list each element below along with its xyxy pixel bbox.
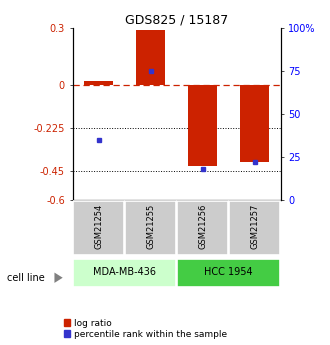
Bar: [73, 259, 176, 286]
Bar: [240, 85, 269, 162]
Text: GSM21254: GSM21254: [94, 204, 103, 249]
Text: GSM21256: GSM21256: [198, 204, 207, 249]
Bar: [177, 259, 280, 286]
Bar: [73, 201, 124, 255]
Bar: [177, 201, 228, 255]
Bar: [125, 201, 176, 255]
Bar: [229, 201, 280, 255]
Text: cell line: cell line: [7, 273, 44, 283]
Text: HCC 1954: HCC 1954: [204, 267, 253, 277]
Legend: log ratio, percentile rank within the sample: log ratio, percentile rank within the sa…: [64, 318, 227, 339]
Text: MDA-MB-436: MDA-MB-436: [93, 267, 156, 277]
Text: GSM21257: GSM21257: [250, 204, 259, 249]
Text: GSM21255: GSM21255: [146, 204, 155, 249]
Polygon shape: [54, 273, 63, 283]
Title: GDS825 / 15187: GDS825 / 15187: [125, 13, 228, 27]
Bar: [136, 30, 165, 85]
Bar: [84, 81, 113, 85]
Bar: [188, 85, 217, 166]
